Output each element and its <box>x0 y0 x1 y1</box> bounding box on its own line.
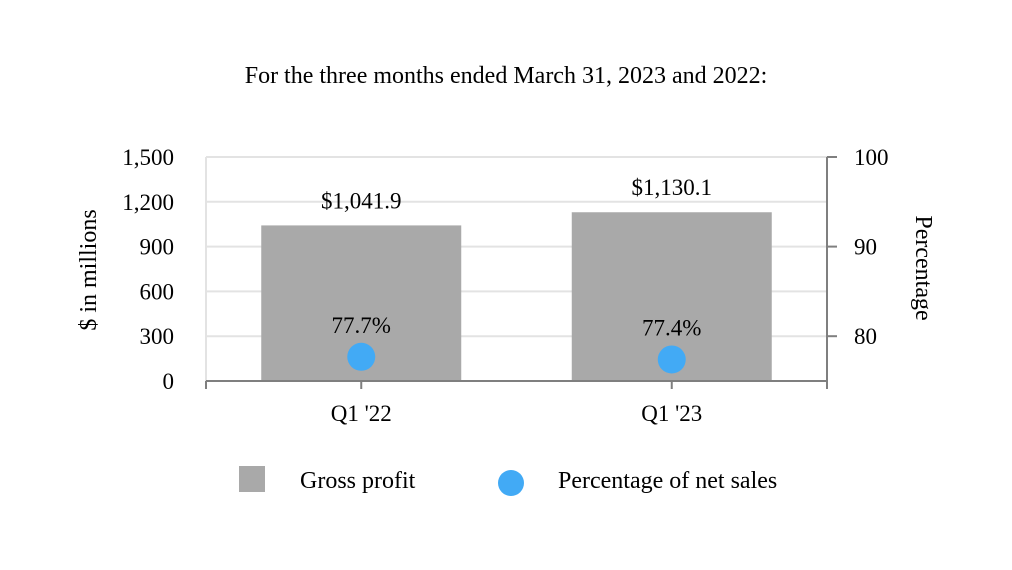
y-tick-label: 1,500 <box>122 145 174 170</box>
right-axis-title: Percentage <box>910 215 936 320</box>
y2-tick-label: 100 <box>854 145 889 170</box>
bars <box>261 212 772 381</box>
point-value-label: 77.4% <box>642 315 701 340</box>
bar-value-label: $1,130.1 <box>632 175 713 200</box>
chart-title: For the three months ended March 31, 202… <box>245 63 768 89</box>
y-tick-label: 600 <box>140 279 175 304</box>
y2-tick-label: 90 <box>854 235 877 260</box>
data-labels: $1,041.9 77.7% $1,130.1 77.4% <box>321 175 712 340</box>
left-axis-title: $ in millions <box>76 209 102 330</box>
x-tick-label: Q1 '23 <box>641 401 702 426</box>
percentage-points <box>347 342 686 374</box>
legend-label-gross-profit: Gross profit <box>300 468 416 494</box>
legend-swatch-percentage <box>498 470 524 496</box>
y-tick-label: 300 <box>140 324 175 349</box>
point-percentage <box>657 345 686 374</box>
y2-tick-label: 80 <box>854 324 877 349</box>
right-axis-ticks: 80 90 100 <box>827 145 889 349</box>
legend: Gross profit Percentage of net sales <box>239 466 777 496</box>
bar-value-label: $1,041.9 <box>321 188 402 213</box>
x-tick-label: Q1 '22 <box>331 401 392 426</box>
left-axis-ticks: 0 300 600 900 1,200 1,500 <box>122 145 174 394</box>
y-tick-label: 0 <box>163 369 175 394</box>
point-percentage <box>347 342 376 371</box>
legend-swatch-gross-profit <box>239 466 265 492</box>
y-tick-label: 1,200 <box>122 190 174 215</box>
x-axis-ticks: Q1 '22 Q1 '23 <box>205 381 828 426</box>
legend-label-percentage: Percentage of net sales <box>558 468 777 494</box>
point-value-label: 77.7% <box>332 313 391 338</box>
y-tick-label: 900 <box>140 235 175 260</box>
